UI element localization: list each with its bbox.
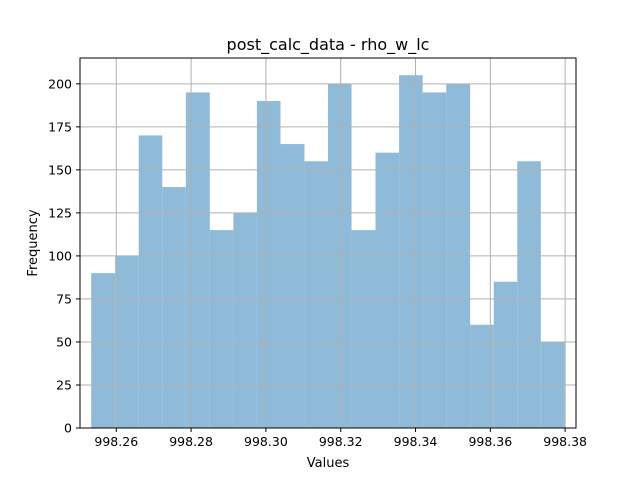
histogram-bar: [185, 92, 210, 428]
histogram-bar: [280, 144, 305, 428]
histogram-bar: [517, 161, 541, 429]
x-tick-label: 998.28: [169, 434, 213, 449]
histogram-bar: [351, 230, 376, 428]
histogram-bar: [162, 187, 186, 428]
x-tick-label: 998.38: [543, 434, 587, 449]
y-axis-label: Frequency: [26, 209, 41, 276]
x-axis-ticks: 998.26 998.28 998.30 998.32 998.34 998.36 998.…: [94, 428, 587, 449]
y-axis-ticks: 0 25 50 75 100 125 150 175 200: [48, 76, 80, 436]
histogram-bar: [493, 281, 518, 428]
histogram-bar: [233, 212, 257, 428]
y-tick-label: 150: [48, 162, 72, 177]
y-tick-label: 100: [48, 248, 72, 263]
histogram-bar: [138, 135, 163, 428]
y-tick-label: 125: [48, 205, 72, 220]
histogram-bar: [470, 324, 494, 428]
plot-frame: [79, 57, 577, 429]
histogram-bar: [375, 152, 400, 428]
histogram-bar: [399, 75, 423, 429]
histogram-bar: [422, 92, 447, 428]
y-tick-label: 175: [48, 119, 72, 134]
x-tick-label: 998.34: [394, 434, 438, 449]
x-tick-label: 998.26: [94, 434, 138, 449]
chart-title: post_calc_data - rho_w_lc: [227, 35, 430, 55]
histogram-bar: [91, 273, 116, 428]
y-tick-label: 0: [64, 421, 72, 436]
x-tick-label: 998.36: [468, 434, 512, 449]
y-tick-label: 25: [56, 377, 72, 392]
y-tick-label: 50: [56, 334, 72, 349]
x-tick-label: 998.30: [244, 434, 288, 449]
y-tick-label: 200: [48, 76, 72, 91]
histogram-bar: [304, 161, 328, 429]
y-tick-label: 75: [56, 291, 72, 306]
histogram-bar: [256, 101, 281, 428]
x-tick-label: 998.32: [319, 434, 363, 449]
histogram-bar: [209, 230, 234, 428]
x-axis-label: Values: [307, 456, 350, 471]
